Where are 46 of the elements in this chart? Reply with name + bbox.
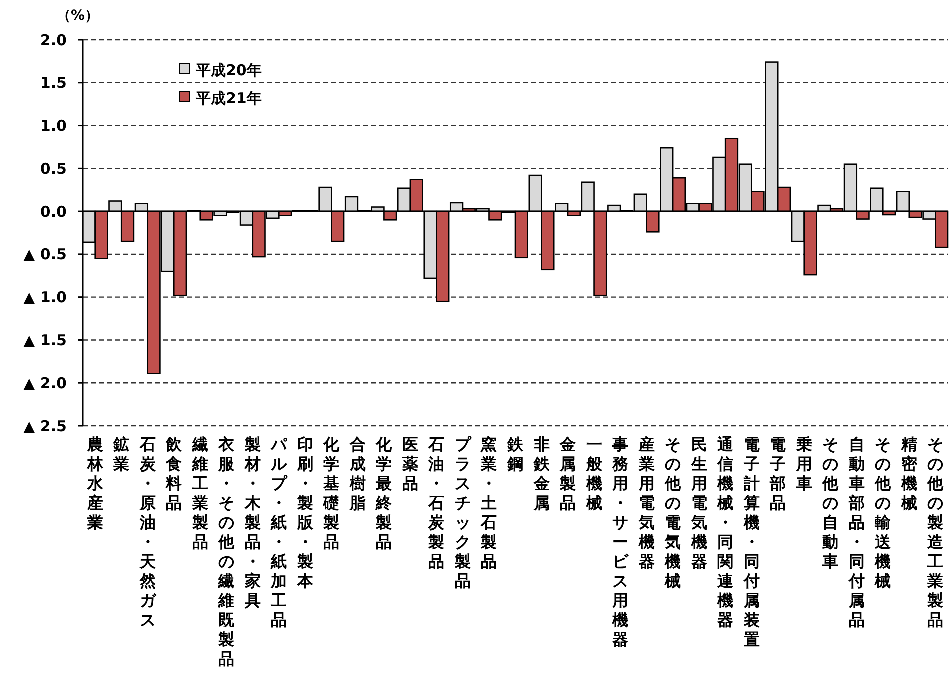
legend-label: 平成20年: [195, 61, 262, 80]
y-tick-label: ▲ 2.5: [24, 417, 67, 436]
x-tick-label: 飲食料品: [165, 435, 184, 512]
x-tick-label: 石油・石炭製品: [428, 435, 446, 571]
category-label: 電子計算機・同付属装置: [744, 435, 760, 649]
category-label: 石炭・原油・天然ガス: [140, 435, 156, 630]
category-label: 通信機械・同関連機器: [718, 435, 734, 630]
x-tick-label: 電子部品: [769, 435, 786, 512]
x-tick-label: 化学最終製品: [375, 435, 394, 552]
x-tick-label: 鉱業: [112, 435, 130, 474]
x-tick-label: 乗用車: [795, 435, 812, 493]
category-label: 製材・木製品・家具: [244, 435, 261, 610]
x-tick-label: その他の自動車: [822, 435, 840, 571]
x-tick-label: 農林水産業: [86, 435, 104, 532]
x-tick-label: 一般機械: [585, 435, 604, 512]
legend-label: 平成21年: [195, 89, 262, 108]
y-tick-label: ▲ 0.5: [24, 246, 67, 264]
category-label: 衣服・その他の繊維既製品: [218, 435, 235, 668]
x-tick-label: その他の電気機械: [664, 435, 682, 590]
y-tick-label: 0.0: [40, 202, 67, 221]
y-tick-label: ▲ 1.0: [24, 288, 67, 307]
x-tick-label: 精密機械: [900, 435, 918, 512]
x-tick-label: 医薬品: [401, 435, 418, 493]
category-label: その他の製造工業製品: [928, 435, 944, 630]
x-tick-label: 印刷・製版・製本: [296, 435, 314, 590]
x-tick-label: 合成樹脂: [348, 435, 366, 512]
y-tick-label: ▲ 1.5: [24, 331, 67, 350]
x-tick-label: 繊維工業製品: [191, 435, 208, 552]
x-tick-label: 化学基礎製品: [322, 435, 341, 552]
category-label: パルプ・紙・紙加工品: [271, 435, 288, 630]
y-tick-label: 1.0: [40, 117, 67, 136]
category-label: 自動車部品・同付属品: [848, 435, 865, 630]
x-tick-label: 鉄鋼: [506, 435, 524, 474]
x-tick-label: その他の輸送機械: [874, 435, 892, 590]
x-tick-label: 産業用電気機器: [638, 435, 655, 571]
y-tick-label: 1.5: [40, 74, 67, 92]
y-tick-label: ▲ 2.0: [24, 374, 67, 392]
y-tick-label: 0.5: [40, 160, 67, 178]
x-tick-label: 金属製品: [559, 435, 576, 512]
category-label: 事務用・サービス用機器: [612, 435, 629, 649]
x-tick-label: 窯業・土石製品: [480, 435, 498, 571]
x-tick-label: プラスチック製品: [454, 435, 472, 590]
x-tick-label: 非鉄金属: [532, 435, 551, 512]
y-axis-title: （%）: [56, 8, 100, 24]
y-tick-label: 2.0: [40, 31, 67, 50]
x-tick-label: 民生用電気機器: [690, 435, 708, 571]
